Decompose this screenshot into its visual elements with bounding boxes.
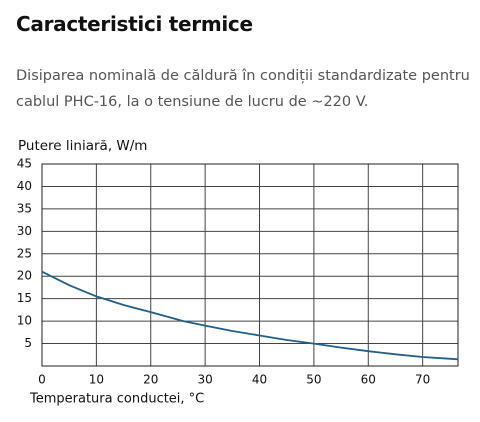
y-tick-label: 10: [17, 314, 32, 328]
y-tick-label: 20: [17, 269, 32, 283]
line: [41, 270, 459, 361]
y-tick-label: 35: [17, 201, 32, 215]
plot-frame: [41, 163, 459, 367]
y-tick-label: 40: [17, 179, 32, 193]
y-tick-label: 45: [17, 157, 32, 171]
x-tick-label: 0: [38, 373, 46, 387]
y-tick-label: 25: [17, 246, 32, 260]
x-tick-label: 70: [415, 373, 430, 387]
x-tick-label: 40: [252, 373, 267, 387]
y-tick-label: 5: [24, 336, 32, 350]
x-tick-label: 10: [89, 373, 104, 387]
x-tick-label: 30: [197, 373, 212, 387]
x-axis-title: Temperatura conductei, °C: [29, 392, 204, 407]
description: Disiparea nominală de căldură în condiți…: [16, 68, 470, 84]
y-axis-title: Putere liniară, W/m: [18, 138, 147, 154]
y-tick-label: 15: [17, 291, 32, 305]
y-tick-label: 30: [17, 224, 32, 238]
x-tick-label: 50: [306, 373, 321, 387]
description: cablul PHC-16, la o tensiune de lucru de…: [16, 94, 369, 110]
x-tick-label: 20: [143, 373, 158, 387]
page-title: Caracteristici termice: [16, 12, 253, 36]
x-tick-label: 60: [361, 373, 376, 387]
